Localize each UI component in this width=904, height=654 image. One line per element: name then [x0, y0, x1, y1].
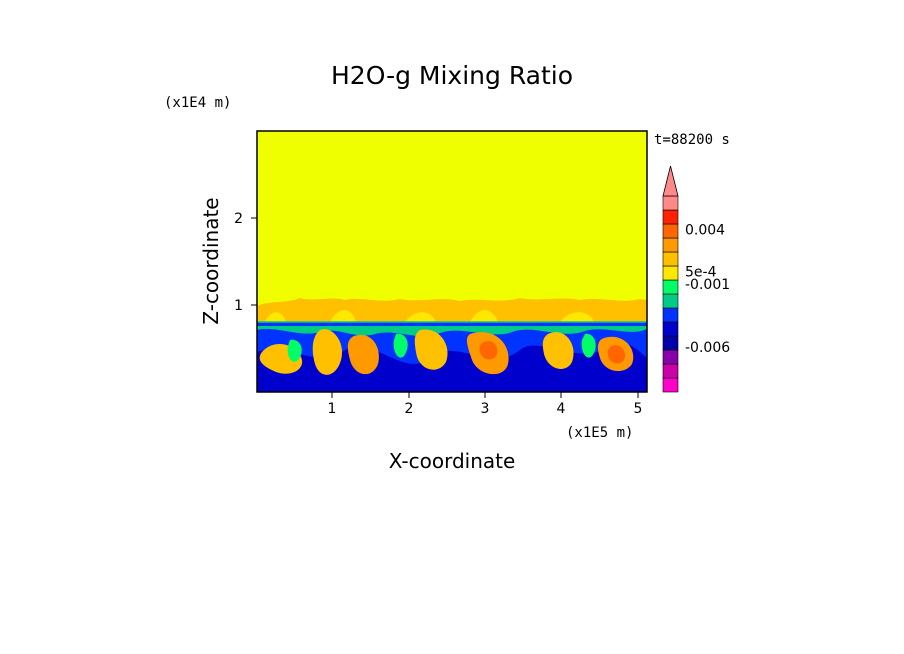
red-core-1 [607, 345, 626, 364]
colorbar-level-13 [662, 195, 679, 211]
y-axis: 1 2 [234, 211, 257, 314]
mixed-layer-band [257, 298, 647, 322]
plot-area [256, 130, 648, 393]
colorbar-level-10 [662, 237, 679, 253]
red-core-2 [479, 341, 498, 360]
x-tick-label-3: 3 [481, 401, 490, 417]
chart-title: H2O-g Mixing Ratio [331, 61, 573, 90]
colorbar-level-7 [662, 279, 679, 295]
orange-plume-2 [312, 329, 343, 375]
x-tick-label-1: 1 [328, 401, 337, 417]
colorbar-label-2: -0.001 [685, 277, 730, 293]
green-streak-1 [287, 339, 302, 362]
colorbar-level-6 [662, 293, 679, 309]
y-axis-label: Z-coordinate [199, 197, 223, 324]
y-tick-label-2: 2 [234, 211, 243, 227]
y-tick-label-1: 1 [234, 298, 243, 314]
colorbar-label-0: 0.004 [685, 223, 725, 239]
time-label: t=88200 s [654, 132, 730, 148]
x-scale-label: (x1E5 m) [566, 425, 633, 441]
plot-frame [256, 130, 648, 393]
orange-plume-3 [347, 334, 379, 375]
colorbar-level-8 [662, 265, 679, 281]
colorbar-label-1: 5e-4 [685, 265, 717, 281]
mixed-layer-highlight [265, 310, 594, 322]
green-streak-3 [581, 333, 596, 358]
cyan-band-1 [257, 326, 647, 337]
x-tick-label-5: 5 [634, 401, 643, 417]
x-axis: 1 2 3 4 5 [328, 392, 643, 417]
orange-plume-4 [414, 329, 448, 370]
colorbar-level-1 [662, 363, 679, 379]
x-tick-label-4: 4 [557, 401, 566, 417]
colorbar-level-11 [662, 223, 679, 239]
colorbar-level-2 [662, 349, 679, 365]
colorbar-extend-arrow [662, 165, 679, 197]
colorbar-level-4 [662, 321, 679, 337]
colorbar-level-9 [662, 251, 679, 267]
colorbar-level-0 [662, 377, 679, 393]
x-axis-label: X-coordinate [389, 449, 516, 473]
lower-field-layer [257, 322, 647, 392]
orange-plume-6 [542, 332, 574, 369]
colorbar-level-12 [662, 209, 679, 225]
colorbar-level-5 [662, 307, 679, 323]
colorbar: 0.004 5e-4-0.001 -0.006 [662, 165, 730, 393]
colorbar-level-3 [662, 335, 679, 351]
mixed-layer [257, 298, 647, 323]
colorbar-label-3: -0.006 [685, 340, 730, 356]
x-tick-label-2: 2 [405, 401, 414, 417]
y-scale-label: (x1E4 m) [164, 95, 231, 111]
green-streak-2 [393, 333, 408, 358]
